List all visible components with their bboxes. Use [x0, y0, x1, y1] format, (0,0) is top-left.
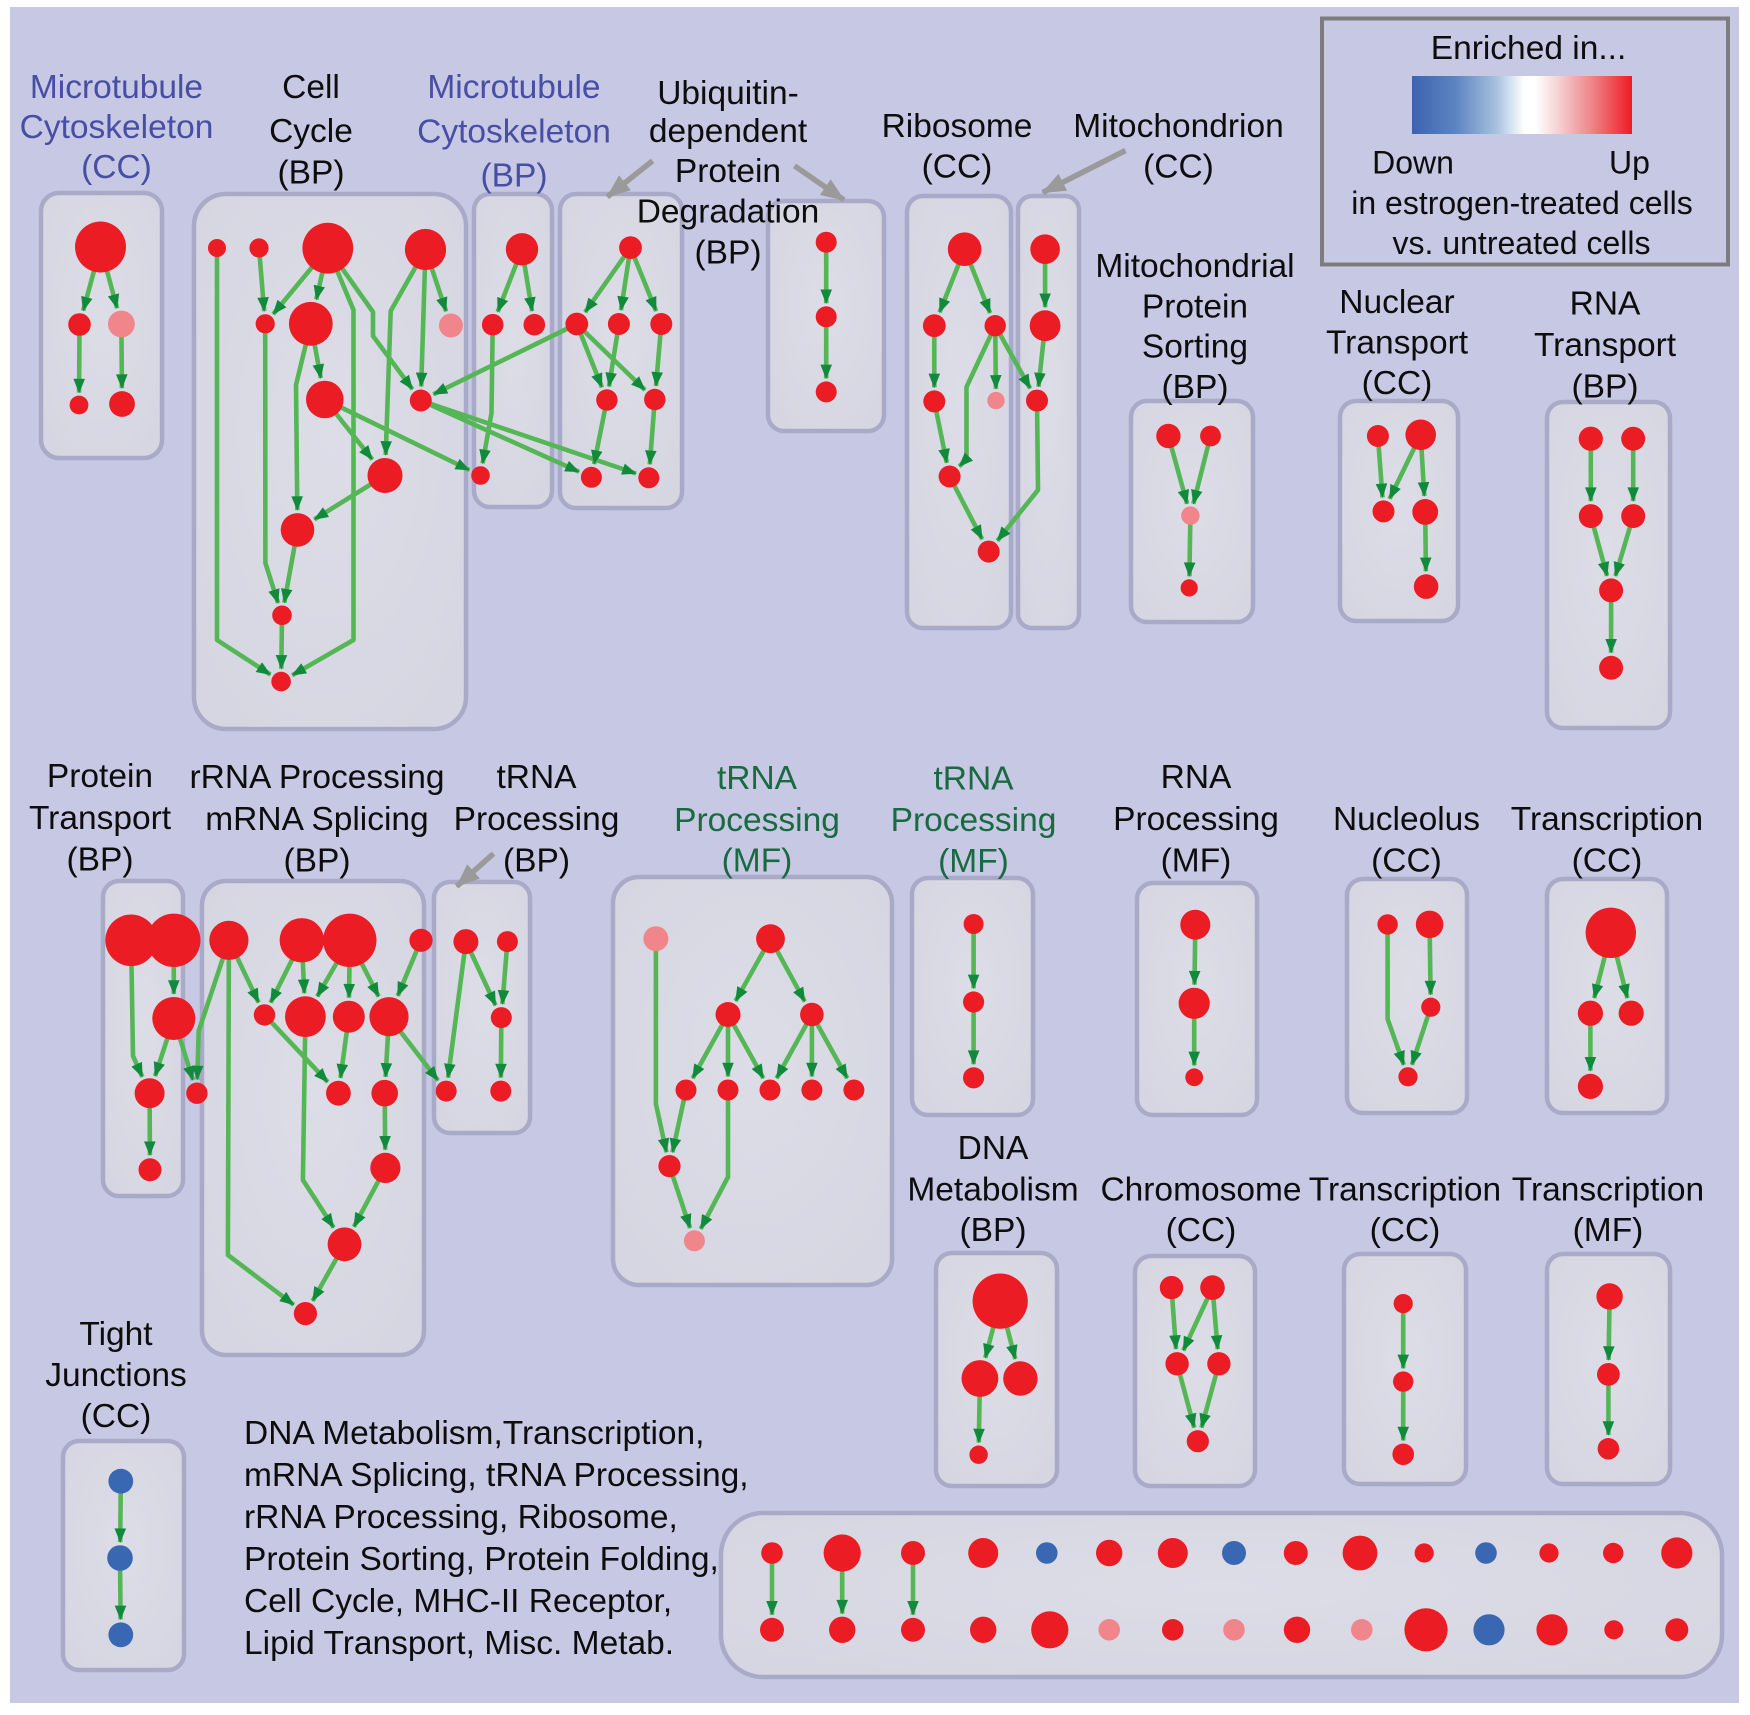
svg-text:Tight: Tight — [79, 1316, 153, 1353]
svg-text:Protein: Protein — [47, 758, 153, 795]
svg-text:Junctions: Junctions — [45, 1357, 187, 1394]
svg-text:Protein Sorting, Protein Foldi: Protein Sorting, Protein Folding, — [244, 1541, 719, 1578]
svg-text:Up: Up — [1609, 145, 1650, 181]
svg-text:Enriched in...: Enriched in... — [1431, 30, 1627, 67]
svg-text:DNA: DNA — [958, 1130, 1029, 1167]
svg-text:(CC): (CC) — [922, 149, 993, 186]
svg-text:mRNA Splicing: mRNA Splicing — [205, 801, 428, 838]
svg-text:(BP): (BP) — [1572, 369, 1639, 406]
svg-text:(CC): (CC) — [81, 149, 152, 186]
svg-text:Cell: Cell — [282, 69, 340, 106]
svg-text:(MF): (MF) — [722, 843, 793, 880]
svg-text:mRNA Splicing, tRNA Processing: mRNA Splicing, tRNA Processing, — [244, 1457, 749, 1494]
svg-text:vs. untreated cells: vs. untreated cells — [1393, 225, 1651, 261]
svg-text:Cell Cycle, MHC-II Receptor,: Cell Cycle, MHC-II Receptor, — [244, 1583, 672, 1620]
svg-text:Transcription: Transcription — [1512, 1172, 1704, 1209]
svg-text:Processing: Processing — [1113, 801, 1279, 838]
svg-text:(BP): (BP) — [67, 842, 134, 879]
svg-text:Protein: Protein — [675, 153, 781, 190]
svg-text:Mitochondrial: Mitochondrial — [1095, 248, 1294, 285]
svg-text:dependent: dependent — [649, 113, 808, 150]
svg-text:Transport: Transport — [29, 800, 172, 837]
svg-text:(BP): (BP) — [1162, 369, 1229, 406]
svg-text:(BP): (BP) — [278, 155, 345, 192]
svg-text:Processing: Processing — [891, 802, 1057, 839]
svg-text:(BP): (BP) — [503, 843, 570, 880]
svg-text:Transcription: Transcription — [1309, 1172, 1501, 1209]
svg-text:Lipid Transport, Misc. Metab.: Lipid Transport, Misc. Metab. — [244, 1625, 674, 1662]
svg-text:(MF): (MF) — [938, 843, 1009, 880]
svg-text:Sorting: Sorting — [1142, 329, 1248, 366]
svg-text:Ribosome: Ribosome — [882, 108, 1033, 145]
svg-text:(CC): (CC) — [1371, 843, 1442, 880]
svg-text:(BP): (BP) — [284, 843, 351, 880]
svg-text:(CC): (CC) — [81, 1398, 152, 1435]
svg-text:(MF): (MF) — [1573, 1212, 1644, 1249]
svg-text:(MF): (MF) — [1161, 843, 1232, 880]
svg-text:Ubiquitin-: Ubiquitin- — [657, 75, 799, 112]
svg-text:(BP): (BP) — [960, 1212, 1027, 1249]
svg-text:Cycle: Cycle — [269, 113, 353, 150]
svg-text:(CC): (CC) — [1370, 1212, 1441, 1249]
svg-text:(CC): (CC) — [1572, 843, 1643, 880]
svg-text:DNA Metabolism,Transcription,: DNA Metabolism,Transcription, — [244, 1415, 704, 1452]
svg-text:Microtubule: Microtubule — [30, 69, 203, 106]
svg-text:(BP): (BP) — [481, 158, 548, 195]
svg-text:rRNA Processing: rRNA Processing — [189, 759, 444, 796]
svg-text:Chromosome: Chromosome — [1100, 1172, 1301, 1209]
svg-text:Degradation: Degradation — [637, 194, 820, 231]
svg-text:Down: Down — [1372, 145, 1454, 181]
svg-text:RNA: RNA — [1570, 286, 1641, 323]
svg-text:Cytoskeleton: Cytoskeleton — [20, 109, 214, 146]
svg-text:Processing: Processing — [674, 802, 840, 839]
svg-text:Transcription: Transcription — [1511, 801, 1703, 838]
svg-text:Metabolism: Metabolism — [907, 1172, 1078, 1209]
svg-text:in estrogen-treated cells: in estrogen-treated cells — [1351, 185, 1693, 221]
svg-text:tRNA: tRNA — [496, 759, 577, 796]
svg-text:Processing: Processing — [454, 801, 620, 838]
svg-text:Transport: Transport — [1534, 327, 1677, 364]
svg-text:(CC): (CC) — [1362, 365, 1433, 402]
svg-text:(BP): (BP) — [695, 235, 762, 272]
svg-text:tRNA: tRNA — [933, 761, 1014, 798]
svg-text:Mitochondrion: Mitochondrion — [1073, 108, 1283, 145]
svg-text:RNA: RNA — [1161, 759, 1232, 796]
svg-text:Cytoskeleton: Cytoskeleton — [417, 114, 611, 151]
svg-text:Protein: Protein — [1142, 288, 1248, 325]
svg-text:(CC): (CC) — [1143, 149, 1214, 186]
svg-text:rRNA Processing, Ribosome,: rRNA Processing, Ribosome, — [244, 1499, 678, 1536]
svg-text:(CC): (CC) — [1166, 1212, 1237, 1249]
svg-text:Microtubule: Microtubule — [427, 69, 600, 106]
svg-text:Nuclear: Nuclear — [1339, 284, 1454, 321]
svg-text:Nucleolus: Nucleolus — [1333, 801, 1480, 838]
svg-text:tRNA: tRNA — [717, 760, 798, 797]
svg-text:Transport: Transport — [1326, 325, 1469, 362]
